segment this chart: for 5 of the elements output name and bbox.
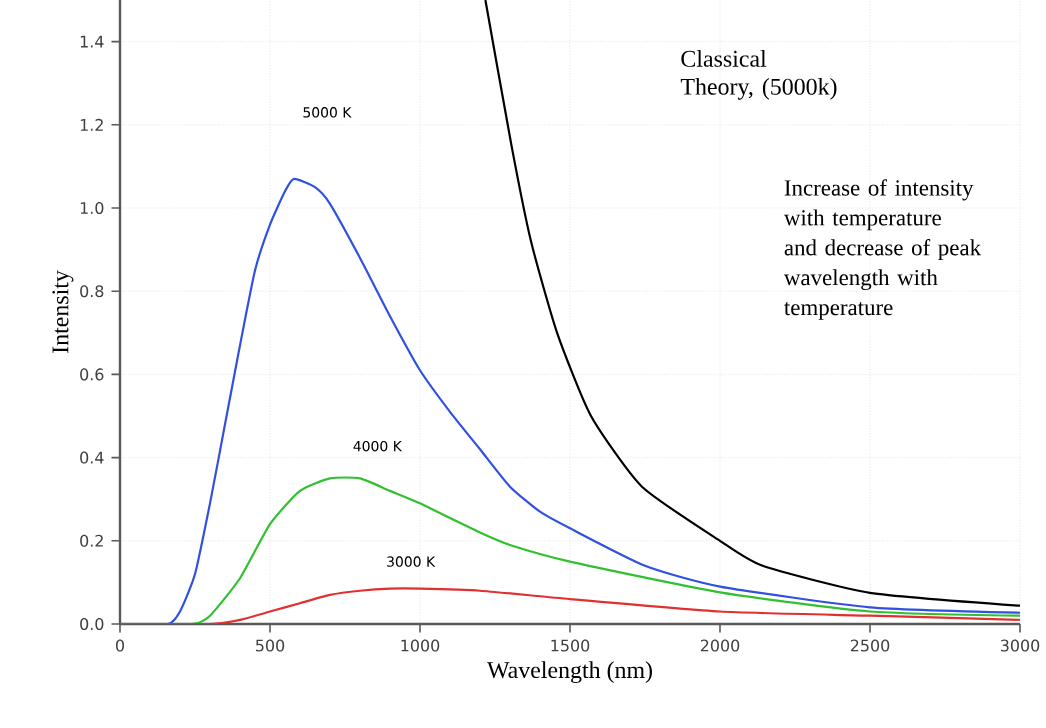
line-series [484,0,1021,607]
annotation: Increase of intensity with temperature and decrease of peak wavelength with temperature [783,179,982,320]
annotation: Classical Theory, (5000k) [680,50,837,100]
x-axis-title: Wavelength (nm) [487,661,652,684]
y-axis-title: Intensity [52,270,74,353]
